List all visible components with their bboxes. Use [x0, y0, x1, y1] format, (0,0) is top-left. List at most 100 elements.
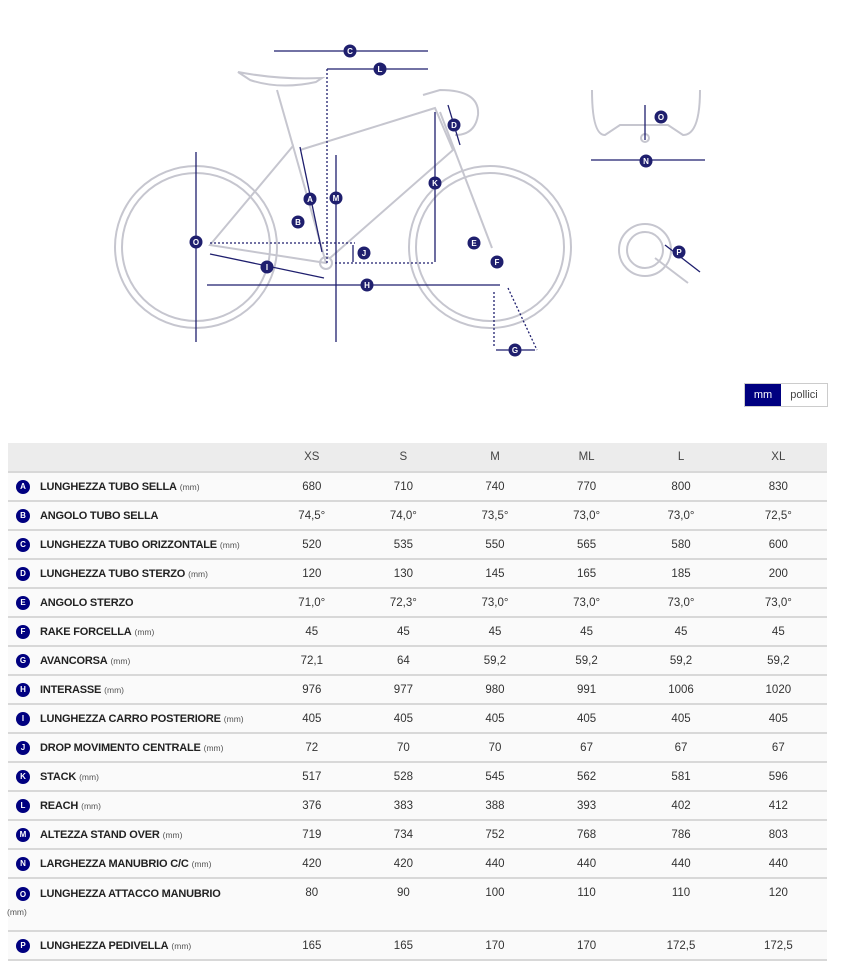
badge-circle-e [467, 236, 481, 250]
row-label: P LUNGHEZZA PEDIVELLA (mm) [8, 930, 266, 961]
badge-circle-f [490, 255, 504, 269]
measurement-name: AVANCORSA [40, 654, 108, 667]
dimension-badge: C [16, 537, 30, 552]
value-cell: 172,5 [729, 930, 827, 961]
value-cell: 73,0° [632, 500, 730, 530]
dimension-badge: D [16, 566, 30, 581]
value-cell: 185 [632, 558, 730, 588]
value-cell: 405 [266, 703, 358, 733]
badge-circle-p [672, 245, 686, 259]
badge-label-p: P [676, 248, 682, 257]
value-cell: 59,2 [729, 645, 827, 675]
table-row: J DROP MOVIMENTO CENTRALE (mm) 72 70 70 67 67 67 [8, 732, 827, 762]
dimension-badge: K [16, 769, 30, 784]
value-cell: 393 [540, 790, 633, 820]
unit-label: (mm) [7, 907, 27, 917]
value-cell: 90 [357, 877, 450, 931]
value-cell: 73,0° [540, 500, 633, 530]
row-label: A LUNGHEZZA TUBO SELLA (mm) [8, 471, 266, 501]
badge-label-o-stem: O [658, 113, 664, 122]
row-label: F RAKE FORCELLA (mm) [8, 616, 266, 646]
value-cell: 977 [357, 674, 450, 704]
value-cell: 420 [357, 848, 450, 878]
badge-circle-m [329, 191, 343, 205]
value-cell: 402 [632, 790, 730, 820]
dimension-badge: N [16, 856, 30, 871]
value-cell: 73,0° [729, 587, 827, 617]
row-label: N LARGHEZZA MANUBRIO C/C (mm) [8, 848, 266, 878]
value-cell: 976 [266, 674, 358, 704]
table-row: E ANGOLO STERZO 71,0° 72,3° 73,0° 73,0° 73,0° 7… [8, 587, 827, 617]
badge-label-n: N [643, 157, 649, 166]
unit-inches-button[interactable]: pollici [781, 384, 827, 406]
unit-mm-button[interactable]: mm [745, 384, 781, 406]
value-cell: 73,0° [632, 587, 730, 617]
value-cell: 388 [449, 790, 541, 820]
value-cell: 535 [357, 529, 450, 559]
value-cell: 80 [266, 877, 358, 931]
value-cell: 45 [266, 616, 358, 646]
unit-label: (mm) [162, 829, 183, 840]
value-cell: 73,5° [449, 500, 541, 530]
bike-geometry-diagram: A B C D E F G H I J K L M N O P O [114, 44, 705, 357]
value-cell: 72,1 [266, 645, 358, 675]
table-row: G AVANCORSA (mm) 72,1 64 59,2 59,2 59,2 59,2 [8, 645, 827, 675]
value-cell: 680 [266, 471, 358, 501]
value-cell: 67 [540, 732, 633, 762]
value-cell: 165 [540, 558, 633, 588]
value-cell: 70 [357, 732, 450, 762]
dimension-badge: J [16, 740, 30, 755]
value-cell: 71,0° [266, 587, 358, 617]
value-cell: 752 [449, 819, 541, 849]
unit-label: (mm) [81, 800, 101, 811]
table-row: A LUNGHEZZA TUBO SELLA (mm) 680 710 740 770 800… [8, 471, 827, 501]
value-cell: 528 [357, 761, 450, 791]
table-row: B ANGOLO TUBO SELLA 74,5° 74,0° 73,5° 73,0° 73… [8, 500, 827, 530]
badge-label-a: A [307, 195, 313, 204]
value-cell: 517 [266, 761, 358, 791]
dimension-badge: G [16, 653, 30, 668]
value-cell: 170 [449, 930, 541, 961]
table-row: D LUNGHEZZA TUBO STERZO (mm) 120 130 145 165 18… [8, 558, 827, 588]
size-header-xl: XL [729, 443, 827, 472]
dimension-badge: O [16, 887, 30, 901]
table-row: M ALTEZZA STAND OVER (mm) 719 734 752 768 786 80… [8, 819, 827, 849]
unit-toggle[interactable]: mm pollici [744, 383, 828, 407]
badge-circle-n [639, 154, 653, 168]
table-row: N LARGHEZZA MANUBRIO C/C (mm) 420 420 440 440 4… [8, 848, 827, 878]
value-cell: 376 [266, 790, 358, 820]
badge-circle-o [189, 235, 203, 249]
value-cell: 420 [266, 848, 358, 878]
table-row: P LUNGHEZZA PEDIVELLA (mm) 165 165 170 170 172,… [8, 930, 827, 961]
unit-label: (mm) [104, 684, 124, 695]
value-cell: 768 [540, 819, 633, 849]
measurement-name: STACK [40, 770, 77, 783]
row-label: D LUNGHEZZA TUBO STERZO (mm) [8, 558, 266, 588]
dimension-badge: I [16, 711, 30, 726]
value-cell: 130 [357, 558, 450, 588]
table-row: H INTERASSE (mm) 976 977 980 991 1006 1020 [8, 674, 827, 704]
value-cell: 405 [449, 703, 541, 733]
measurement-name: LUNGHEZZA CARRO POSTERIORE [40, 712, 221, 725]
unit-label: (mm) [171, 940, 192, 951]
size-header-l: L [632, 443, 730, 472]
row-label: M ALTEZZA STAND OVER (mm) [8, 819, 266, 849]
unit-label: (mm) [79, 771, 99, 782]
row-label: L REACH (mm) [8, 790, 266, 820]
row-label: C LUNGHEZZA TUBO ORIZZONTALE (mm) [8, 529, 266, 559]
measurement-name: ALTEZZA STAND OVER [40, 828, 160, 841]
value-cell: 550 [449, 529, 541, 559]
dimension-badge: E [16, 595, 30, 610]
value-cell: 74,5° [266, 500, 358, 530]
value-cell: 120 [266, 558, 358, 588]
badge-label-o: O [193, 238, 199, 247]
value-cell: 72,3° [357, 587, 450, 617]
measurement-name: REACH [40, 799, 79, 812]
badge-circle-o-stem [654, 110, 668, 124]
dimension-badge: P [16, 938, 30, 953]
badge-circle-l [373, 62, 387, 76]
unit-label: (mm) [179, 481, 200, 492]
value-cell: 1020 [729, 674, 827, 704]
badge-circle-h [360, 278, 374, 292]
table-row: F RAKE FORCELLA (mm) 45 45 45 45 45 45 [8, 616, 827, 646]
